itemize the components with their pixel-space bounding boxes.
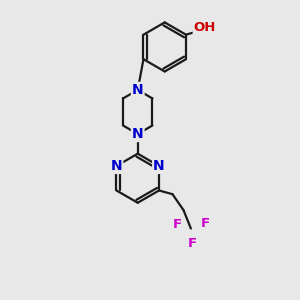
Text: N: N: [132, 83, 143, 97]
Text: F: F: [201, 217, 210, 230]
Text: N: N: [111, 159, 122, 173]
Text: F: F: [173, 218, 182, 231]
Text: N: N: [132, 127, 143, 141]
Text: N: N: [153, 159, 165, 173]
Text: F: F: [188, 237, 197, 250]
Text: OH: OH: [194, 21, 216, 34]
